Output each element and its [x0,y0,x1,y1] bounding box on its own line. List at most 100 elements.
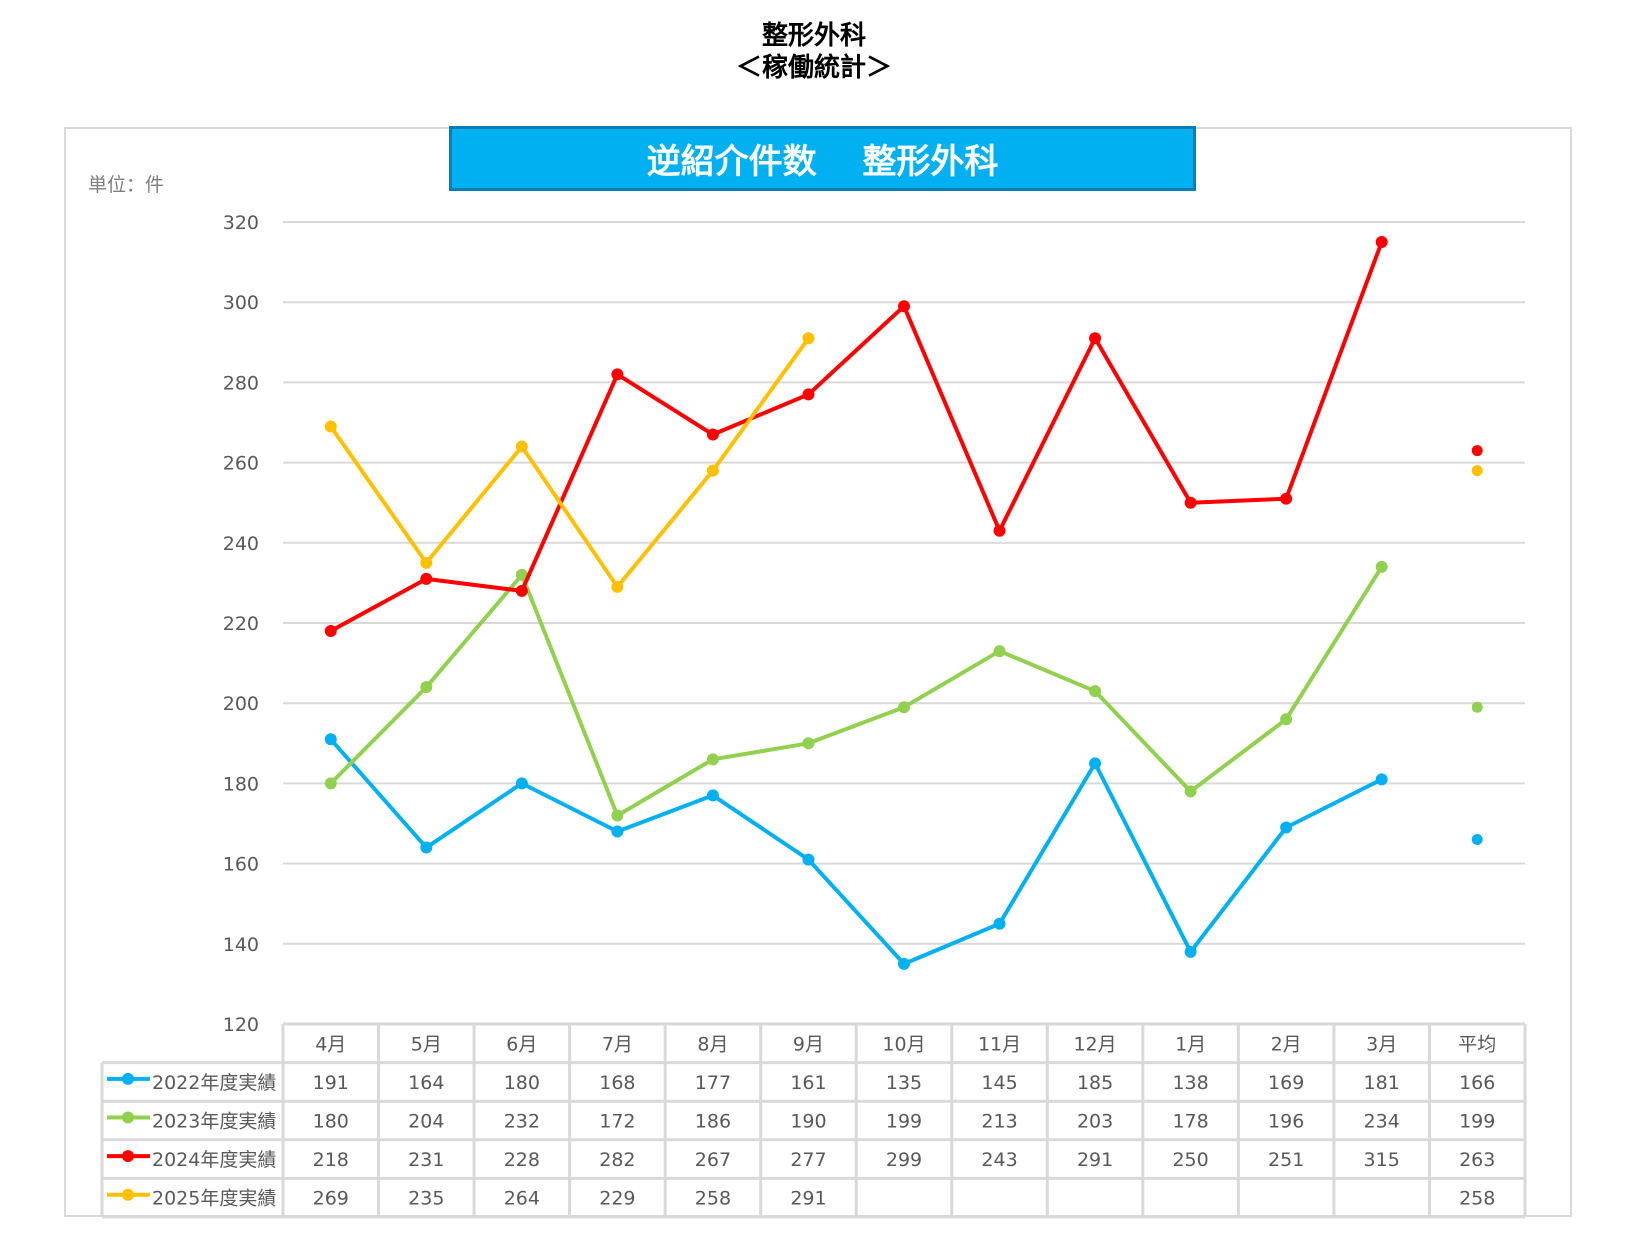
x-category-label: 8月 [697,1033,728,1055]
legend-label: 2022年度実績 [152,1072,276,1094]
data-label: 264 [504,1188,540,1210]
data-label: 251 [1268,1149,1304,1171]
data-label: 235 [408,1188,444,1210]
data-label: 267 [695,1149,731,1171]
x-category-label: 9月 [793,1033,824,1055]
data-point [802,332,815,345]
data-point [1184,785,1197,798]
data-point [898,957,910,970]
x-category-label: 5月 [411,1033,442,1055]
y-tick-label: 240 [223,533,259,555]
y-tick-label: 120 [223,1014,259,1036]
data-label: 277 [790,1149,826,1171]
series-line [329,337,811,589]
data-label: 196 [1268,1111,1304,1133]
x-category-label: 1月 [1175,1033,1206,1055]
data-point [1375,773,1388,786]
data-point [324,420,337,433]
data-label: 169 [1268,1072,1304,1094]
data-label: 178 [1172,1111,1208,1133]
page-title-line2: ＜稼働統計＞ [735,53,892,83]
data-point [1089,757,1102,770]
y-tick-label: 180 [223,773,259,795]
x-category-label: 4月 [315,1033,346,1055]
data-point [898,701,910,714]
data-label: 145 [981,1072,1017,1094]
data-label: 190 [790,1111,826,1133]
x-category-label: 12月 [1073,1033,1116,1055]
data-label: 199 [886,1111,922,1133]
average-point [1471,834,1483,846]
data-label: 243 [981,1149,1017,1171]
data-point [324,777,337,790]
y-tick-label: 200 [223,693,259,715]
legend-label: 2023年度実績 [152,1111,276,1133]
data-point [515,568,528,581]
data-point [611,825,624,838]
x-category-label: 10月 [882,1033,925,1055]
data-label: 204 [408,1111,444,1133]
data-point [420,681,433,694]
data-point [802,388,815,401]
data-label: 228 [504,1149,540,1171]
data-point [611,580,624,593]
data-point [706,464,719,477]
data-point [1375,560,1388,573]
data-point [515,440,528,453]
x-category-label: 2月 [1271,1033,1302,1055]
data-point [515,584,528,597]
x-category-label: 平均 [1458,1033,1496,1055]
legend-marker [122,1150,134,1163]
data-label: 185 [1077,1072,1113,1094]
data-label: 258 [695,1188,731,1210]
data-label: 180 [313,1111,349,1133]
y-tick-label: 320 [223,212,259,234]
average-label: 199 [1459,1111,1495,1133]
average-label: 263 [1459,1149,1495,1171]
data-point [324,733,337,746]
legend-marker [122,1072,134,1085]
data-label: 203 [1077,1111,1113,1133]
data-label: 234 [1364,1111,1400,1133]
data-label: 213 [981,1111,1017,1133]
x-category-label: 7月 [602,1033,633,1055]
data-label: 269 [313,1188,349,1210]
y-tick-label: 140 [223,934,259,956]
average-label: 258 [1459,1188,1495,1210]
x-category-label: 3月 [1366,1033,1397,1055]
data-label: 164 [408,1072,444,1094]
data-point [1375,236,1388,249]
data-label: 186 [695,1111,731,1133]
page-title-line1: 整形外科 [761,21,866,51]
data-label: 177 [695,1072,731,1094]
data-point [706,753,719,766]
data-point [1184,496,1197,509]
page-title: 整形外科 ＜稼働統計＞ [0,20,1628,84]
data-label: 181 [1364,1072,1400,1094]
data-label: 191 [313,1072,349,1094]
data-label: 138 [1172,1072,1208,1094]
y-tick-label: 160 [223,854,259,876]
y-tick-label: 220 [223,613,259,635]
data-point [802,737,815,750]
data-label: 161 [790,1072,826,1094]
legend-label: 2024年度実績 [152,1149,276,1171]
data-point [1280,713,1293,726]
data-label: 135 [886,1072,922,1094]
data-point [1280,821,1293,834]
data-point [420,841,433,854]
legend-marker [122,1188,134,1201]
average-point [1471,445,1483,457]
series-line [329,737,1383,966]
data-point [611,809,624,822]
data-label: 299 [886,1149,922,1171]
data-label: 250 [1172,1149,1208,1171]
data-point [706,789,719,802]
data-point [515,777,528,790]
data-point [611,368,624,381]
data-point [1089,685,1102,698]
data-point [420,572,433,585]
data-label: 229 [599,1188,635,1210]
data-label: 168 [599,1072,635,1094]
